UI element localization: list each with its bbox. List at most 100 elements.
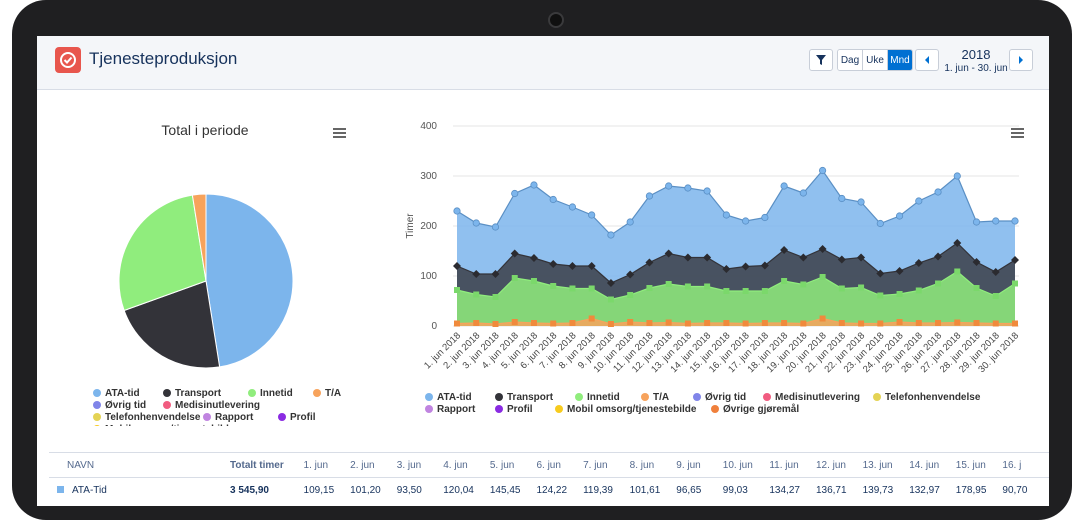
col-header-day[interactable]: 8. jun xyxy=(629,452,677,478)
data-point[interactable] xyxy=(954,319,961,326)
data-point[interactable] xyxy=(761,288,768,294)
data-point[interactable] xyxy=(453,207,461,215)
area-legend-item[interactable]: Profil xyxy=(495,404,533,415)
data-point[interactable] xyxy=(722,265,731,273)
data-point[interactable] xyxy=(492,294,499,300)
data-point[interactable] xyxy=(549,260,558,268)
data-point[interactable] xyxy=(473,320,480,326)
data-point[interactable] xyxy=(704,320,711,326)
data-point[interactable] xyxy=(818,166,827,175)
data-point[interactable] xyxy=(1012,280,1018,287)
data-point[interactable] xyxy=(1012,320,1018,327)
data-point[interactable] xyxy=(741,262,750,271)
data-point[interactable] xyxy=(665,182,673,190)
filter-button[interactable] xyxy=(809,49,833,71)
col-header-day[interactable]: 1. jun xyxy=(303,452,351,478)
data-point[interactable] xyxy=(838,194,846,203)
view-day-button[interactable]: Dag xyxy=(838,50,863,70)
data-point[interactable] xyxy=(530,181,538,189)
col-header-day[interactable]: 14. jun xyxy=(909,452,956,478)
prev-period-button[interactable] xyxy=(915,49,939,71)
view-week-button[interactable]: Uke xyxy=(863,50,888,70)
area-legend-item[interactable]: Transport xyxy=(495,392,554,403)
data-point[interactable] xyxy=(799,253,808,262)
area-legend-item[interactable]: ATA-tid xyxy=(425,392,472,403)
data-point[interactable] xyxy=(684,184,692,192)
data-point[interactable] xyxy=(626,270,635,279)
data-point[interactable] xyxy=(511,319,518,325)
data-point[interactable] xyxy=(761,213,769,222)
data-point[interactable] xyxy=(915,197,923,205)
data-point[interactable] xyxy=(799,189,807,197)
data-point[interactable] xyxy=(550,283,557,289)
data-point[interactable] xyxy=(607,321,614,327)
data-point[interactable] xyxy=(895,267,904,275)
data-point[interactable] xyxy=(819,274,826,280)
data-point[interactable] xyxy=(972,218,981,226)
data-point[interactable] xyxy=(704,283,711,290)
data-point[interactable] xyxy=(780,182,788,190)
data-point[interactable] xyxy=(877,320,884,327)
col-header-day[interactable]: 9. jun xyxy=(676,452,723,478)
data-point[interactable] xyxy=(781,278,788,284)
area-legend-item[interactable]: Mobil omsorg/tjenestebilde xyxy=(555,404,697,415)
data-point[interactable] xyxy=(588,315,595,322)
data-point[interactable] xyxy=(703,253,712,262)
data-point[interactable] xyxy=(934,188,942,196)
data-point[interactable] xyxy=(607,231,615,239)
area-legend-item[interactable]: Medisinutlevering xyxy=(763,392,860,403)
data-point[interactable] xyxy=(529,254,538,262)
data-point[interactable] xyxy=(645,258,654,267)
area-legend-item[interactable]: Øvrig tid xyxy=(693,392,746,403)
data-point[interactable] xyxy=(953,239,962,247)
pie-legend-item[interactable]: Rapport xyxy=(203,412,254,423)
data-point[interactable] xyxy=(530,278,537,284)
data-point[interactable] xyxy=(454,287,460,293)
data-point[interactable] xyxy=(838,285,845,292)
data-point[interactable] xyxy=(588,211,596,219)
data-point[interactable] xyxy=(491,223,500,231)
pie-slice-0[interactable] xyxy=(205,193,294,368)
data-point[interactable] xyxy=(511,275,518,281)
data-point[interactable] xyxy=(819,315,826,322)
data-point[interactable] xyxy=(1011,217,1019,225)
data-point[interactable] xyxy=(991,268,1000,276)
pie-legend-item[interactable]: ATA-tid xyxy=(93,388,140,399)
pie-slice-3[interactable] xyxy=(191,193,207,282)
col-header-day[interactable]: 16. j xyxy=(1002,452,1049,478)
col-header-day[interactable]: 4. jun xyxy=(443,452,490,478)
data-point[interactable] xyxy=(877,292,884,299)
data-point[interactable] xyxy=(954,268,961,275)
data-point[interactable] xyxy=(607,296,614,303)
data-point[interactable] xyxy=(857,198,865,206)
data-point[interactable] xyxy=(473,291,480,298)
data-point[interactable] xyxy=(511,189,519,198)
data-point[interactable] xyxy=(992,293,999,299)
data-point[interactable] xyxy=(569,320,576,326)
area-menu-icon[interactable] xyxy=(1011,128,1024,138)
data-point[interactable] xyxy=(491,270,500,278)
data-point[interactable] xyxy=(742,320,749,327)
data-point[interactable] xyxy=(837,255,846,264)
data-point[interactable] xyxy=(627,292,634,298)
pie-legend-item[interactable]: Innetid xyxy=(248,388,293,399)
data-point[interactable] xyxy=(742,217,750,225)
data-point[interactable] xyxy=(569,285,576,292)
data-point[interactable] xyxy=(703,187,711,195)
col-header-total[interactable]: Totalt timer xyxy=(230,452,304,478)
data-point[interactable] xyxy=(915,320,922,326)
data-point[interactable] xyxy=(683,253,692,262)
data-point[interactable] xyxy=(858,284,865,291)
col-header-day[interactable]: 5. jun xyxy=(489,452,537,478)
data-point[interactable] xyxy=(858,320,865,327)
pie-legend-item[interactable]: Mobil omsorg/tjenestebilde xyxy=(93,424,235,426)
data-point[interactable] xyxy=(550,320,557,327)
pie-legend-item[interactable]: Øvrig tid xyxy=(93,400,146,411)
data-point[interactable] xyxy=(973,285,980,291)
data-point[interactable] xyxy=(761,320,768,326)
col-header-day[interactable]: 11. jun xyxy=(769,452,816,478)
data-point[interactable] xyxy=(454,320,460,327)
area-legend-item[interactable]: Øvrige gjøremål xyxy=(711,403,799,415)
data-point[interactable] xyxy=(992,217,1000,225)
data-point[interactable] xyxy=(587,262,596,270)
